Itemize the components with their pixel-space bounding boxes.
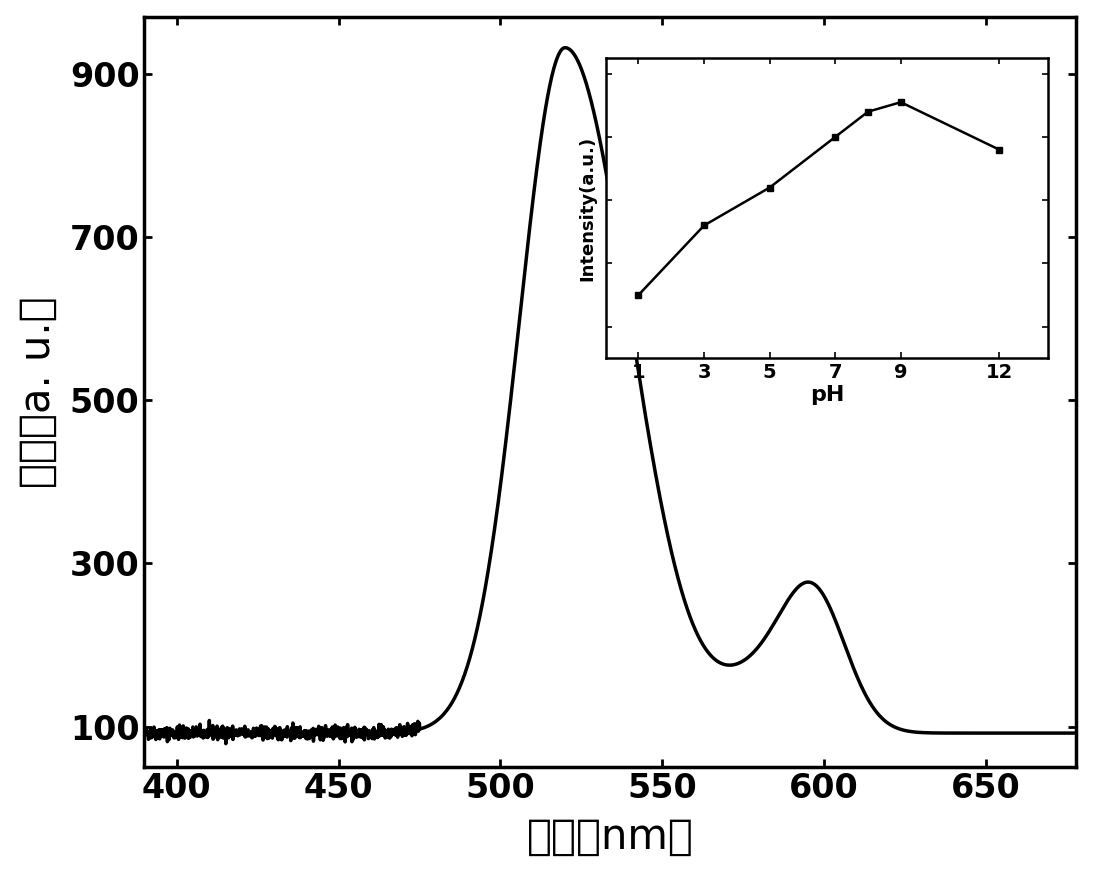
Y-axis label: 强度（a. u.）: 强度（a. u.） [16,297,59,488]
X-axis label: 波长（nm）: 波长（nm） [527,816,694,858]
